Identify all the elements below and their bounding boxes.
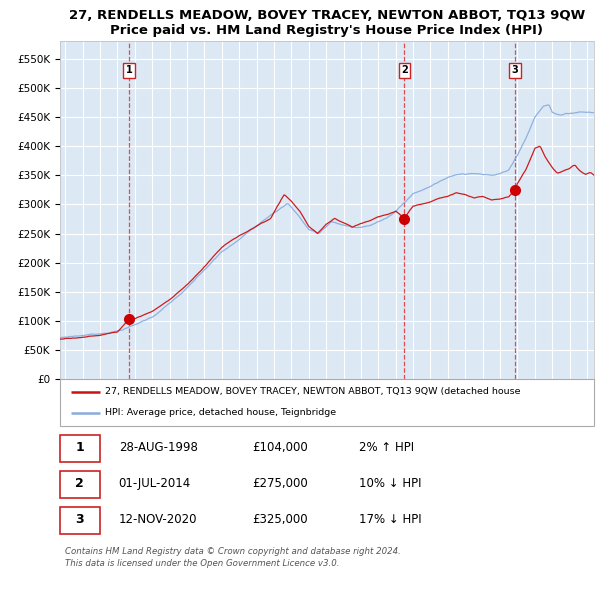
Text: 10% ↓ HPI: 10% ↓ HPI (359, 477, 422, 490)
Text: 2: 2 (76, 477, 84, 490)
FancyBboxPatch shape (60, 471, 100, 497)
Text: 1: 1 (76, 441, 84, 454)
FancyBboxPatch shape (60, 435, 100, 461)
Text: 1: 1 (125, 65, 132, 76)
Text: 12-NOV-2020: 12-NOV-2020 (119, 513, 197, 526)
Text: HPI: Average price, detached house, Teignbridge: HPI: Average price, detached house, Teig… (106, 408, 337, 417)
Text: 2% ↑ HPI: 2% ↑ HPI (359, 441, 414, 454)
Text: 3: 3 (512, 65, 518, 76)
Text: Contains HM Land Registry data © Crown copyright and database right 2024.
This d: Contains HM Land Registry data © Crown c… (65, 547, 401, 568)
Text: £325,000: £325,000 (252, 513, 308, 526)
Text: 2: 2 (401, 65, 408, 76)
Text: 3: 3 (76, 513, 84, 526)
Text: 01-JUL-2014: 01-JUL-2014 (119, 477, 191, 490)
Text: 17% ↓ HPI: 17% ↓ HPI (359, 513, 422, 526)
Text: 27, RENDELLS MEADOW, BOVEY TRACEY, NEWTON ABBOT, TQ13 9QW (detached house: 27, RENDELLS MEADOW, BOVEY TRACEY, NEWTO… (106, 387, 521, 396)
Title: 27, RENDELLS MEADOW, BOVEY TRACEY, NEWTON ABBOT, TQ13 9QW
Price paid vs. HM Land: 27, RENDELLS MEADOW, BOVEY TRACEY, NEWTO… (69, 9, 585, 37)
Text: 28-AUG-1998: 28-AUG-1998 (119, 441, 197, 454)
FancyBboxPatch shape (60, 507, 100, 533)
Text: £275,000: £275,000 (252, 477, 308, 490)
Text: £104,000: £104,000 (252, 441, 308, 454)
